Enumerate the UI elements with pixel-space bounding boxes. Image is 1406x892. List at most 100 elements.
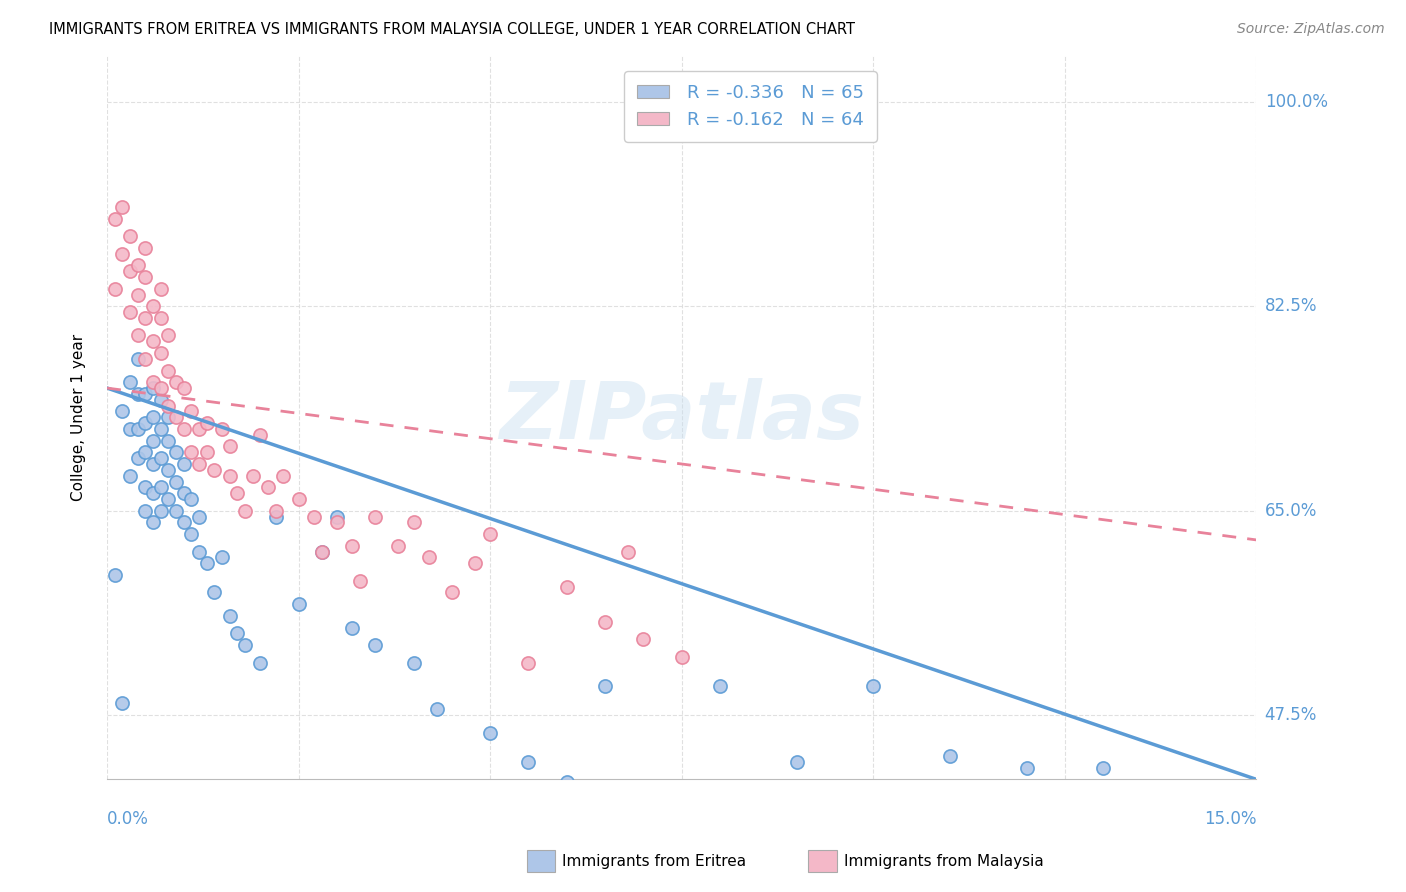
Point	[173, 422, 195, 436]
Point	[111, 246, 134, 260]
Point	[287, 597, 309, 611]
Point	[211, 422, 233, 436]
Point	[364, 509, 387, 524]
Point	[1092, 761, 1115, 775]
Point	[364, 638, 387, 652]
Point	[104, 568, 127, 582]
Text: 82.5%: 82.5%	[1265, 297, 1317, 315]
Point	[633, 632, 655, 647]
Legend: R = -0.336   N = 65, R = -0.162   N = 64: R = -0.336 N = 65, R = -0.162 N = 64	[624, 71, 877, 142]
Text: 100.0%: 100.0%	[1265, 93, 1327, 111]
Point	[425, 702, 447, 716]
Point	[202, 585, 225, 599]
Point	[287, 491, 309, 506]
Point	[202, 463, 225, 477]
Point	[173, 381, 195, 395]
Point	[149, 451, 172, 466]
Point	[617, 544, 640, 558]
Text: Immigrants from Malaysia: Immigrants from Malaysia	[844, 855, 1043, 869]
Point	[188, 422, 211, 436]
Point	[165, 504, 187, 518]
Point	[440, 585, 463, 599]
Point	[142, 375, 165, 389]
Point	[233, 638, 256, 652]
Point	[120, 264, 142, 278]
Text: 47.5%: 47.5%	[1265, 706, 1317, 724]
Point	[939, 749, 962, 764]
Point	[142, 486, 165, 500]
Point	[149, 392, 172, 407]
Point	[180, 527, 202, 541]
Point	[134, 387, 156, 401]
Point	[195, 445, 218, 459]
Text: Source: ZipAtlas.com: Source: ZipAtlas.com	[1237, 22, 1385, 37]
Point	[479, 527, 502, 541]
Text: IMMIGRANTS FROM ERITREA VS IMMIGRANTS FROM MALAYSIA COLLEGE, UNDER 1 YEAR CORREL: IMMIGRANTS FROM ERITREA VS IMMIGRANTS FR…	[49, 22, 855, 37]
Point	[180, 445, 202, 459]
Point	[555, 774, 578, 789]
Point	[149, 504, 172, 518]
Point	[165, 445, 187, 459]
Point	[862, 679, 884, 693]
Point	[134, 445, 156, 459]
Point	[264, 504, 287, 518]
Point	[127, 387, 149, 401]
Point	[134, 504, 156, 518]
Point	[165, 410, 187, 425]
Point	[134, 416, 156, 430]
Point	[127, 451, 149, 466]
Point	[104, 211, 127, 226]
Point	[349, 574, 371, 588]
Point	[195, 556, 218, 570]
Point	[233, 504, 256, 518]
Point	[242, 468, 264, 483]
Point	[180, 404, 202, 418]
Point	[249, 427, 271, 442]
Point	[479, 725, 502, 739]
Point	[157, 399, 180, 413]
Point	[271, 468, 294, 483]
Point	[120, 229, 142, 244]
Point	[127, 259, 149, 273]
Point	[127, 328, 149, 343]
Point	[111, 697, 134, 711]
Text: ZIPatlas: ZIPatlas	[499, 378, 865, 457]
Point	[127, 287, 149, 301]
Point	[311, 544, 333, 558]
Point	[142, 299, 165, 313]
Point	[195, 416, 218, 430]
Point	[120, 422, 142, 436]
Point	[120, 468, 142, 483]
Point	[142, 410, 165, 425]
Point	[173, 516, 195, 530]
Point	[173, 457, 195, 471]
Point	[149, 346, 172, 360]
Point	[142, 516, 165, 530]
Point	[134, 480, 156, 494]
Point	[180, 491, 202, 506]
Point	[149, 381, 172, 395]
Point	[387, 539, 409, 553]
Point	[149, 282, 172, 296]
Point	[157, 410, 180, 425]
Y-axis label: College, Under 1 year: College, Under 1 year	[72, 334, 86, 500]
Point	[257, 480, 280, 494]
Point	[418, 550, 440, 565]
Point	[593, 679, 616, 693]
Point	[211, 550, 233, 565]
Point	[157, 434, 180, 448]
Point	[157, 491, 180, 506]
Point	[149, 422, 172, 436]
Point	[302, 509, 325, 524]
Point	[593, 615, 616, 629]
Point	[555, 580, 578, 594]
Point	[120, 375, 142, 389]
Point	[134, 241, 156, 255]
Text: 0.0%: 0.0%	[107, 810, 149, 828]
Point	[120, 305, 142, 319]
Point	[326, 516, 349, 530]
Point	[188, 544, 211, 558]
Point	[188, 509, 211, 524]
Point	[402, 656, 425, 670]
Point	[149, 310, 172, 325]
